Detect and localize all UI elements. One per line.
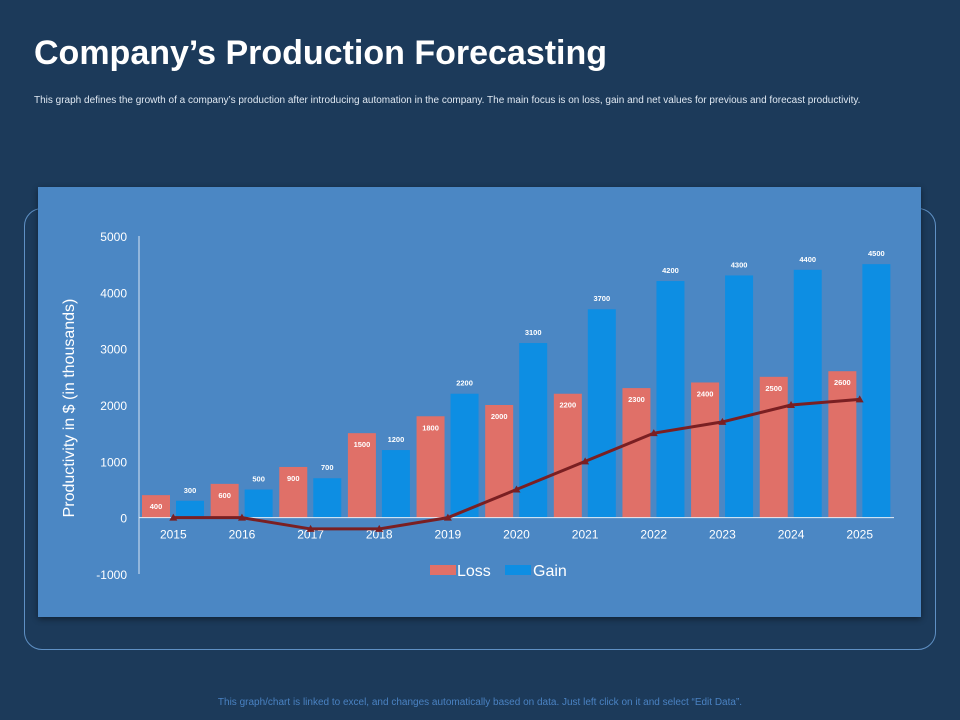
net-line: [173, 397, 860, 531]
x-tick-label: 2020: [503, 528, 530, 542]
data-label-gain: 700: [321, 463, 334, 472]
net-line-marker: [649, 429, 658, 437]
x-tick-label: 2017: [297, 528, 324, 542]
net-line-marker: [581, 457, 590, 465]
bar-loss: [553, 393, 582, 518]
footer-note: This graph/chart is linked to excel, and…: [217, 697, 743, 708]
bar-gain: [450, 393, 479, 518]
data-label-loss: 400: [150, 502, 163, 511]
data-label-loss: 2400: [697, 389, 714, 398]
data-label-gain: 300: [184, 486, 197, 495]
page-subtitle: This graph defines the growth of a compa…: [34, 95, 861, 106]
page-title: Company’s Production Forecasting: [34, 34, 608, 72]
data-label-gain: 2200: [456, 379, 473, 388]
y-tick-label: 3000: [100, 343, 127, 357]
legend-label-loss: Loss: [457, 563, 491, 580]
x-tick-label: 2022: [640, 528, 667, 542]
net-line-marker: [443, 513, 452, 521]
bar-gain: [176, 500, 204, 518]
data-label-loss: 2000: [491, 412, 508, 421]
data-label-loss: 2200: [559, 401, 576, 410]
data-label-loss: 600: [218, 491, 231, 500]
net-line-marker: [306, 524, 315, 532]
data-label-gain: 500: [252, 475, 265, 484]
data-label-gain: 4400: [799, 255, 816, 264]
x-tick-label: 2021: [572, 528, 599, 542]
net-line-marker: [237, 513, 246, 521]
bar-loss: [759, 376, 788, 518]
data-label-loss: 1800: [422, 423, 439, 432]
x-tick-label: 2018: [366, 528, 393, 542]
x-tick-label: 2019: [435, 528, 462, 542]
bar-gain: [587, 309, 616, 518]
bar-gain: [519, 343, 548, 518]
legend-label-gain: Gain: [533, 563, 567, 580]
data-label-gain: 4500: [868, 249, 885, 258]
data-label-gain: 3100: [525, 328, 542, 337]
legend-swatch-loss: [430, 565, 456, 575]
bar-loss: [828, 371, 857, 518]
bar-gain: [725, 275, 754, 518]
data-label-gain: 4200: [662, 266, 679, 275]
bar-loss: [416, 416, 445, 518]
data-label-loss: 2500: [765, 384, 782, 393]
data-label-loss: 900: [287, 474, 300, 483]
net-line-marker: [855, 395, 864, 403]
bar-loss: [691, 382, 720, 518]
bar-gain: [313, 478, 342, 518]
bar-loss: [210, 483, 239, 518]
bar-loss: [142, 495, 170, 518]
data-label-gain: 1200: [388, 435, 405, 444]
bar-gain: [793, 269, 822, 518]
x-tick-label: 2024: [778, 528, 805, 542]
data-label-gain: 4300: [731, 260, 748, 269]
bar-gain: [656, 281, 685, 518]
bar-gain: [244, 489, 273, 518]
bar-gain: [862, 264, 891, 518]
y-tick-label: 1000: [100, 455, 127, 469]
y-tick-label: 2000: [100, 399, 127, 413]
bar-loss: [622, 388, 651, 518]
y-tick-label: 0: [120, 512, 127, 526]
net-line-marker: [169, 513, 178, 521]
data-label-gain: 3700: [593, 294, 610, 303]
x-tick-label: 2023: [709, 528, 736, 542]
bar-gain: [381, 450, 410, 518]
y-tick-label: -1000: [96, 568, 127, 582]
data-label-loss: 1500: [354, 440, 371, 449]
data-label-loss: 2300: [628, 395, 645, 404]
y-tick-label: 5000: [100, 230, 127, 244]
x-tick-label: 2025: [846, 528, 873, 542]
legend-swatch-gain: [505, 565, 531, 575]
net-line-marker: [718, 417, 727, 425]
data-label-loss: 2600: [834, 378, 851, 387]
net-line-marker: [512, 485, 521, 493]
x-tick-label: 2016: [229, 528, 256, 542]
bar-loss: [347, 433, 376, 518]
bar-loss: [279, 466, 308, 518]
net-line-marker: [787, 401, 796, 408]
x-tick-label: 2015: [160, 528, 187, 542]
y-tick-label: 4000: [100, 286, 127, 300]
net-line-marker: [375, 524, 384, 532]
y-axis-title: Productivity in $ (in thousands): [61, 299, 78, 518]
